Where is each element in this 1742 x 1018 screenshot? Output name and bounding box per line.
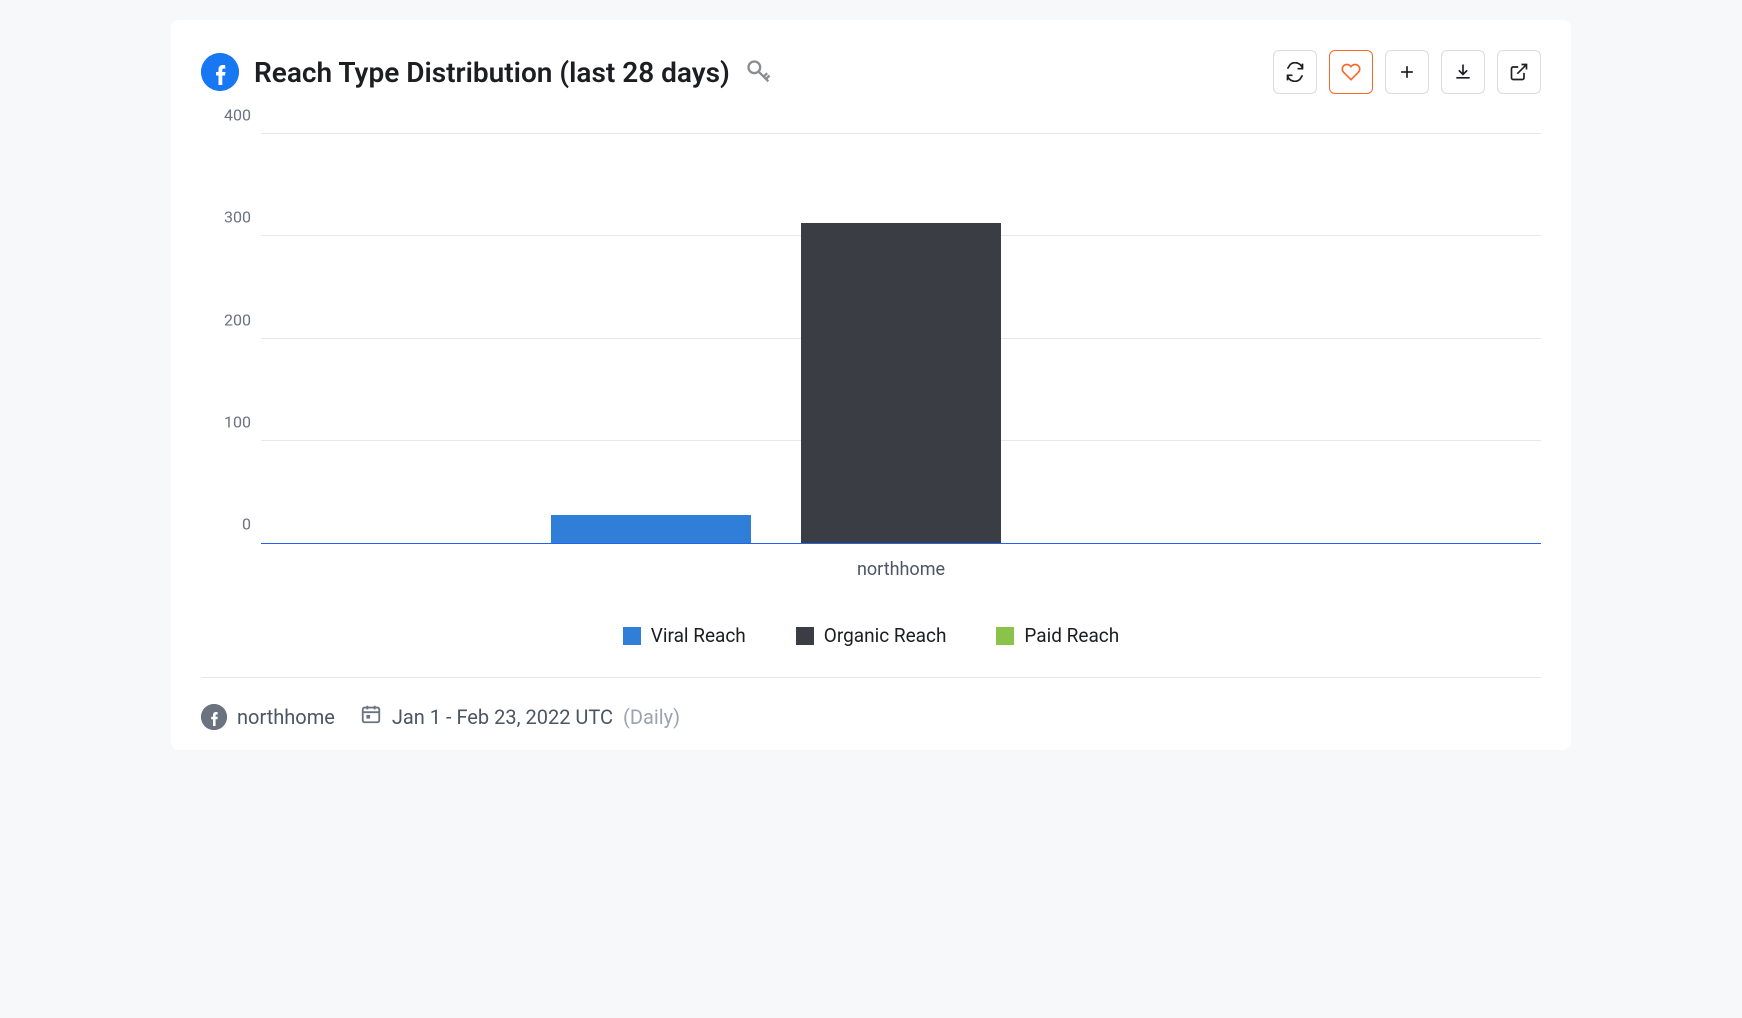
heart-icon (1341, 62, 1361, 82)
bar (551, 515, 751, 543)
chart-card: Reach Type Distribution (last 28 days) (171, 20, 1571, 750)
facebook-icon (201, 53, 239, 91)
legend-swatch (623, 627, 641, 645)
gridline (261, 133, 1541, 134)
card-footer: northhome Jan 1 - Feb 23, 2022 UTC (Dail… (201, 677, 1541, 730)
bars-group (551, 223, 1251, 543)
legend-item[interactable]: Organic Reach (796, 624, 947, 647)
x-axis-label: northhome (261, 559, 1541, 580)
title-section: Reach Type Distribution (last 28 days) (201, 53, 773, 91)
action-buttons (1273, 50, 1541, 94)
download-icon (1453, 62, 1473, 82)
chart-title: Reach Type Distribution (last 28 days) (254, 56, 730, 89)
chart-legend: Viral Reach Organic Reach Paid Reach (201, 624, 1541, 647)
chart-plot: 0100200300400 (261, 134, 1541, 544)
key-icon (745, 58, 773, 86)
open-external-button[interactable] (1497, 50, 1541, 94)
download-button[interactable] (1441, 50, 1485, 94)
calendar-icon (360, 703, 382, 730)
chart-container: 0100200300400 northhome (201, 134, 1541, 584)
y-axis-label: 100 (211, 412, 251, 431)
refresh-icon (1285, 62, 1305, 82)
y-axis-label: 400 (211, 106, 251, 125)
card-header: Reach Type Distribution (last 28 days) (201, 50, 1541, 94)
y-axis-label: 200 (211, 310, 251, 329)
external-link-icon (1509, 62, 1529, 82)
y-axis-label: 300 (211, 208, 251, 227)
legend-label: Paid Reach (1024, 624, 1119, 647)
legend-label: Viral Reach (651, 624, 746, 647)
legend-label: Organic Reach (824, 624, 947, 647)
facebook-icon (201, 704, 227, 730)
bar (801, 223, 1001, 543)
favorite-button[interactable] (1329, 50, 1373, 94)
account-name: northhome (237, 705, 335, 729)
legend-item[interactable]: Paid Reach (996, 624, 1119, 647)
footer-date: Jan 1 - Feb 23, 2022 UTC (Daily) (360, 703, 680, 730)
footer-account: northhome (201, 704, 335, 730)
plus-icon (1397, 62, 1417, 82)
legend-swatch (796, 627, 814, 645)
y-axis-label: 0 (211, 515, 251, 534)
date-range: Jan 1 - Feb 23, 2022 UTC (392, 705, 613, 729)
legend-item[interactable]: Viral Reach (623, 624, 746, 647)
legend-swatch (996, 627, 1014, 645)
date-interval: (Daily) (623, 705, 680, 729)
refresh-button[interactable] (1273, 50, 1317, 94)
add-button[interactable] (1385, 50, 1429, 94)
